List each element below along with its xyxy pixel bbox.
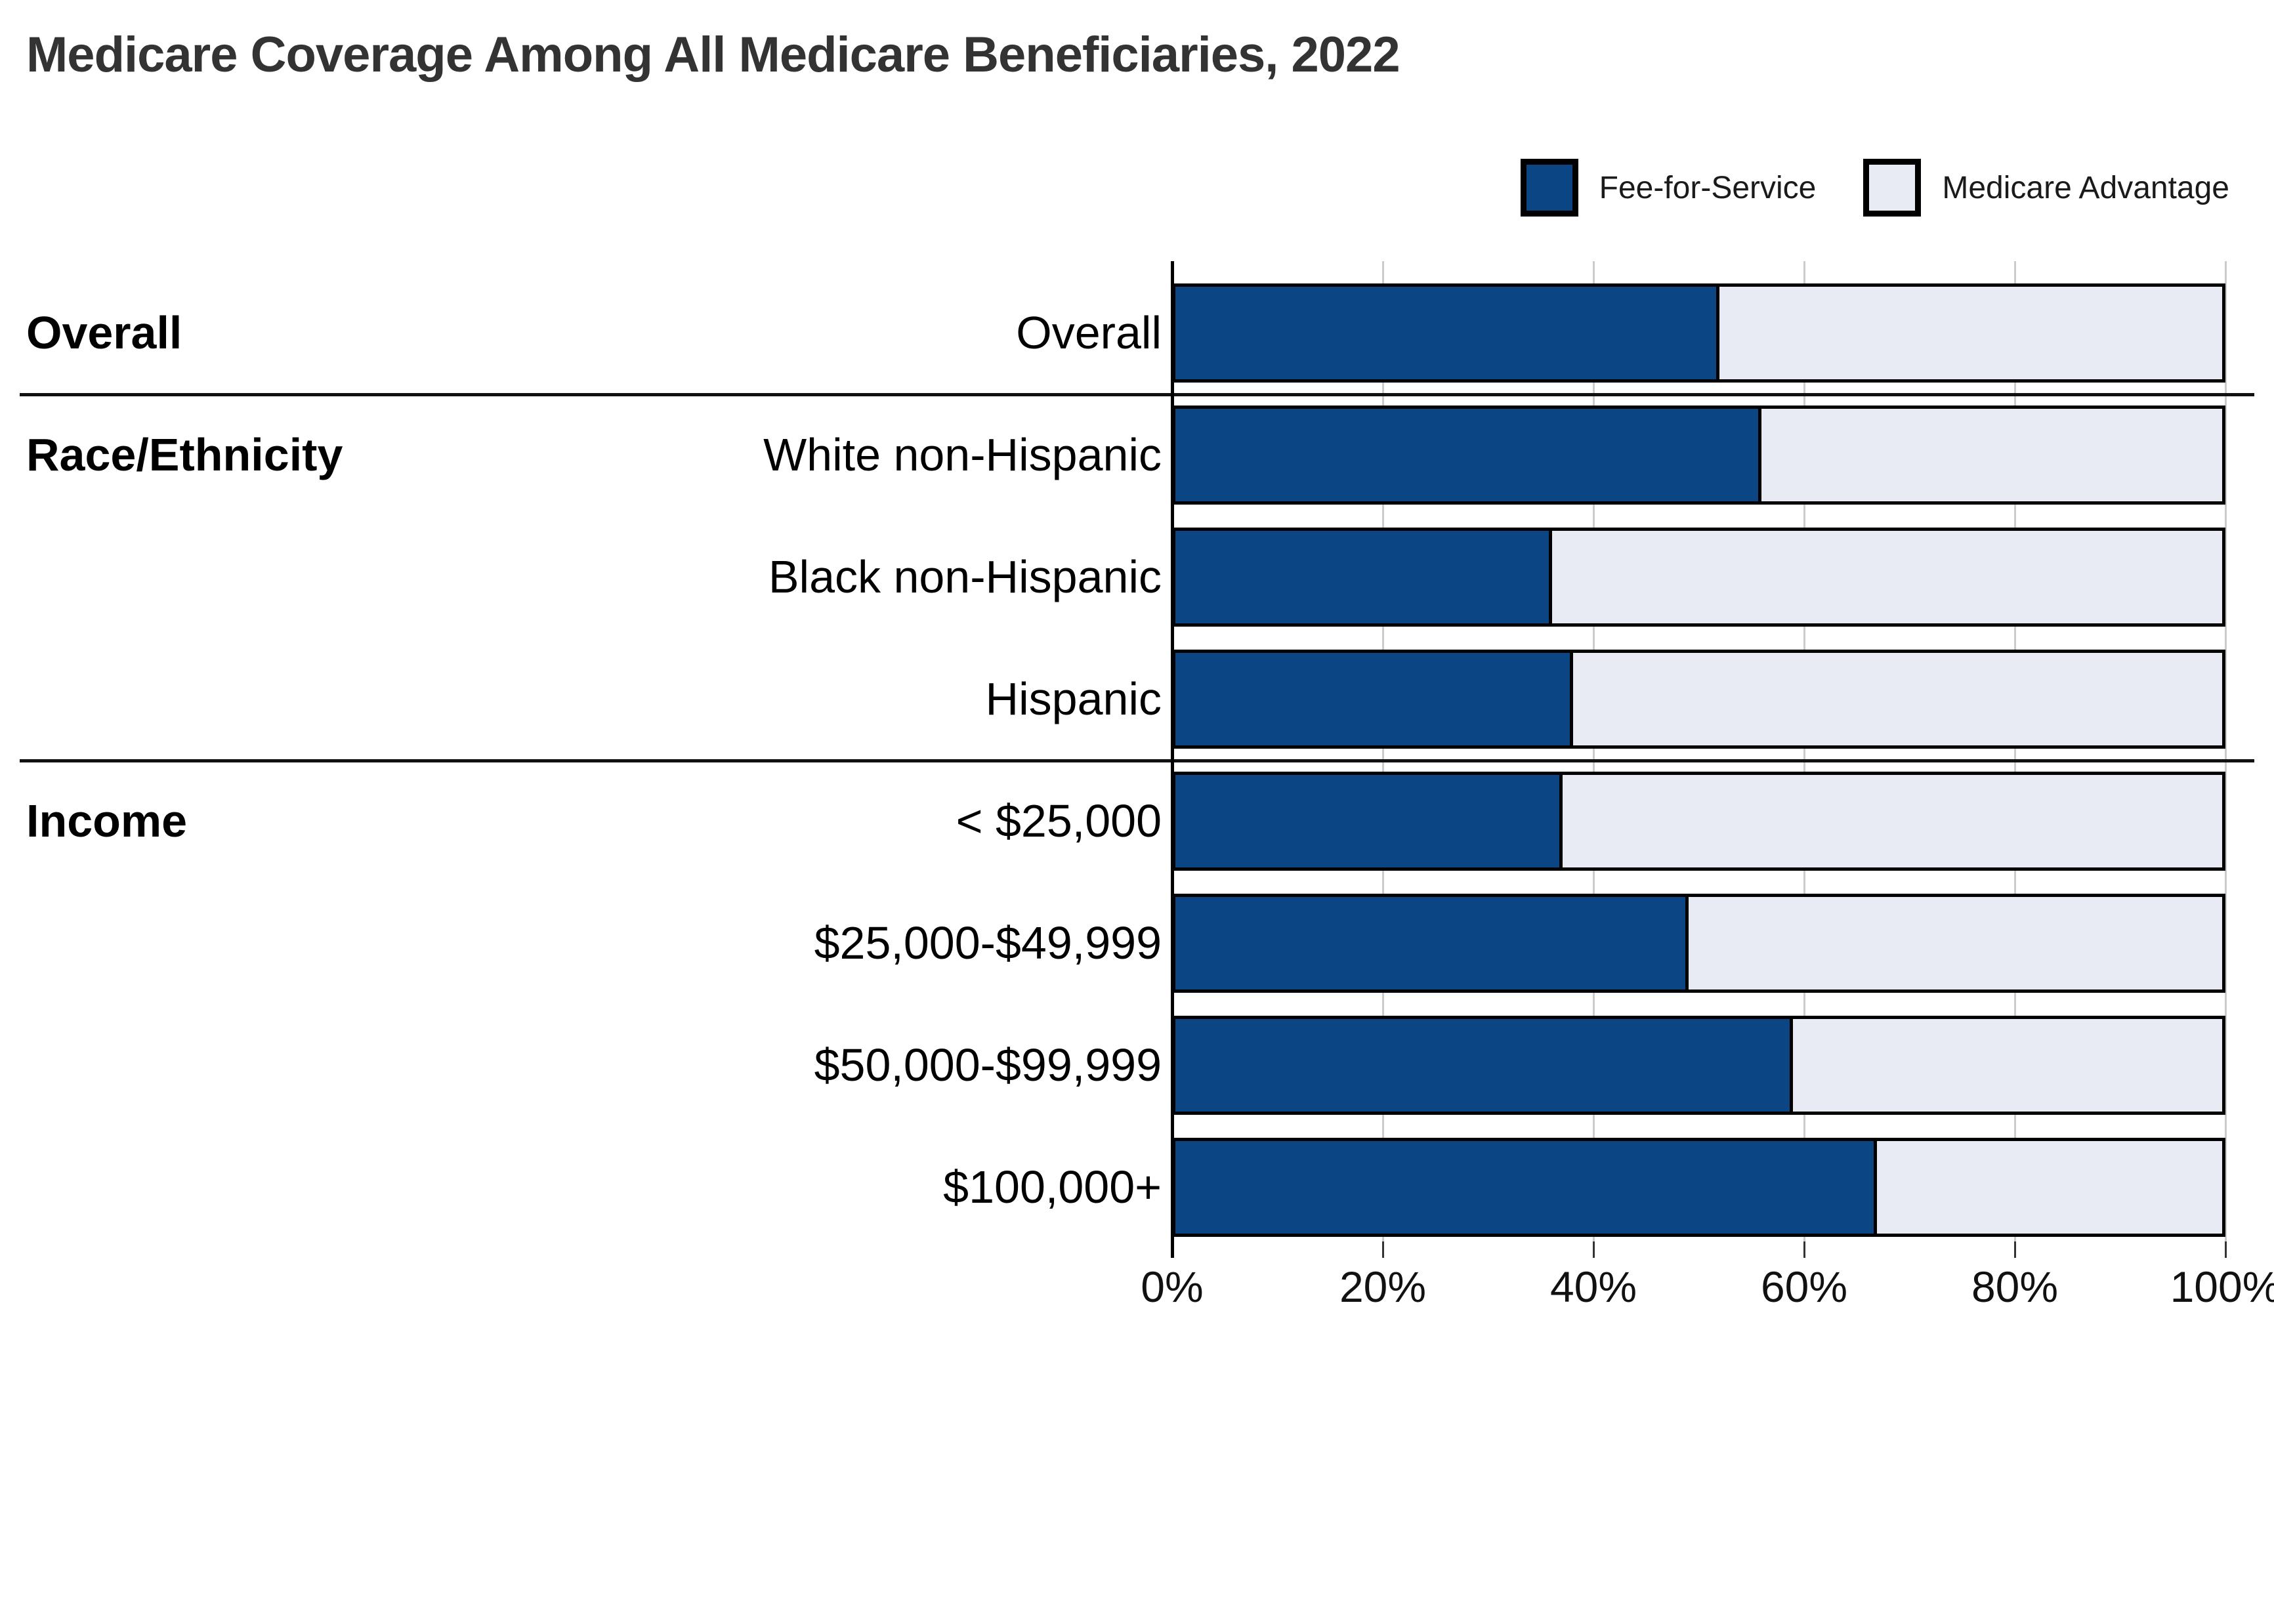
- tick-mark-100%: [2225, 1241, 2227, 1258]
- bar-row-Overall: [1172, 283, 2225, 383]
- row-label-Hispanic: Hispanic: [985, 673, 1162, 724]
- row-label-$50,000-$99,999: $50,000-$99,999: [814, 1039, 1162, 1091]
- bar-segment-medicare-advantage: [1761, 409, 2222, 501]
- tick-mark-40%: [1593, 1241, 1595, 1258]
- gridline-100%: [2225, 261, 2227, 1241]
- bar-segment-medicare-advantage: [1563, 775, 2222, 867]
- legend-swatch-medicare-advantage: [1863, 159, 1922, 217]
- gridline-60%: [1803, 261, 1805, 1241]
- bar-row-$50,000-$99,999: [1172, 1016, 2225, 1115]
- bar-segment-medicare-advantage: [1793, 1019, 2222, 1112]
- bar-row-Black non-Hispanic: [1172, 528, 2225, 627]
- bar-segment-fee-for-service: [1175, 409, 1762, 501]
- chart-title: Medicare Coverage Among All Medicare Ben…: [26, 27, 1400, 83]
- tick-label-0%: 0%: [1141, 1262, 1204, 1311]
- gridline-40%: [1593, 261, 1595, 1241]
- tick-label-20%: 20%: [1339, 1262, 1427, 1311]
- bar-segment-medicare-advantage: [1719, 287, 2222, 379]
- bar-segment-medicare-advantage: [1573, 653, 2222, 745]
- section-divider: [20, 393, 2254, 396]
- row-label-Overall: Overall: [1016, 307, 1162, 358]
- bar-row-< $25,000: [1172, 772, 2225, 871]
- gridline-20%: [1382, 261, 1384, 1241]
- legend-item-fee-for-service: Fee-for-Service: [1520, 159, 1817, 217]
- gridline-80%: [2014, 261, 2016, 1241]
- bar-segment-fee-for-service: [1175, 1019, 1794, 1112]
- legend-label-fee-for-service: Fee-for-Service: [1599, 170, 1817, 205]
- tick-mark-60%: [1803, 1241, 1805, 1258]
- tick-label-60%: 60%: [1760, 1262, 1848, 1311]
- tick-label-100%: 100%: [2170, 1262, 2274, 1311]
- bar-row-$100,000+: [1172, 1138, 2225, 1237]
- bar-row-Hispanic: [1172, 650, 2225, 749]
- x-axis-line: [1171, 261, 1174, 1258]
- bar-segment-medicare-advantage: [1877, 1141, 2222, 1234]
- bar-segment-fee-for-service: [1175, 1141, 1877, 1234]
- bar-segment-fee-for-service: [1175, 287, 1720, 379]
- bar-row-$25,000-$49,999: [1172, 894, 2225, 993]
- section-label-income: Income: [26, 795, 188, 846]
- row-label-White non-Hispanic: White non-Hispanic: [763, 429, 1162, 480]
- row-label-$100,000+: $100,000+: [943, 1161, 1162, 1213]
- tick-label-40%: 40%: [1549, 1262, 1637, 1311]
- bar-segment-fee-for-service: [1175, 897, 1689, 989]
- tick-mark-80%: [2014, 1241, 2016, 1258]
- row-label-< $25,000: < $25,000: [956, 795, 1162, 846]
- tick-label-80%: 80%: [1971, 1262, 2059, 1311]
- row-label-Black non-Hispanic: Black non-Hispanic: [768, 551, 1162, 602]
- legend-item-medicare-advantage: Medicare Advantage: [1863, 159, 2229, 217]
- bar-segment-fee-for-service: [1175, 775, 1563, 867]
- section-label-race-ethnicity: Race/Ethnicity: [26, 429, 343, 480]
- tick-mark-20%: [1382, 1241, 1384, 1258]
- legend-label-medicare-advantage: Medicare Advantage: [1942, 170, 2229, 205]
- legend: Fee-for-Service Medicare Advantage: [1520, 159, 2229, 217]
- bar-segment-medicare-advantage: [1689, 897, 2222, 989]
- bar-segment-fee-for-service: [1175, 531, 1553, 623]
- section-label-overall: Overall: [26, 307, 182, 358]
- legend-swatch-fee-for-service: [1520, 159, 1578, 217]
- section-divider: [20, 759, 2254, 762]
- row-label-$25,000-$49,999: $25,000-$49,999: [814, 917, 1162, 968]
- bar-segment-fee-for-service: [1175, 653, 1574, 745]
- bar-row-White non-Hispanic: [1172, 406, 2225, 505]
- bar-segment-medicare-advantage: [1552, 531, 2222, 623]
